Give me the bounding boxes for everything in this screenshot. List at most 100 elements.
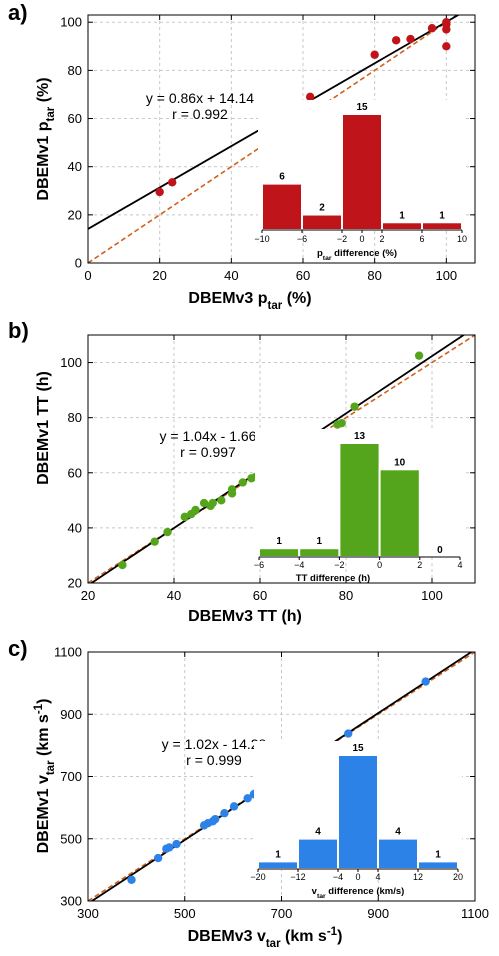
bar-count-label: 6: [279, 172, 285, 183]
bar-count-label: 10: [394, 457, 406, 468]
y-tick-label: 20: [68, 576, 82, 591]
data-point: [211, 814, 220, 824]
histogram-bar: [337, 754, 379, 870]
y-tick-label: 20: [68, 207, 82, 222]
inset-x-label: vtar difference (km/s): [312, 886, 405, 900]
fit-equation: y = 1.02x - 14.28: [162, 736, 267, 752]
bar-count-label: 1: [275, 849, 281, 860]
histogram-bar: [417, 860, 459, 871]
y-tick-label: 100: [60, 355, 82, 370]
x-tick-label: 20: [81, 588, 95, 603]
inset-histogram: 6 2 15 1 1 −10 −6 −2 0 2 6 10 ptar difference (%): [254, 100, 467, 262]
y-axis-label: DBEMv1 vtar (km s-1): [33, 699, 57, 854]
histogram-bar: [421, 221, 463, 231]
inset-x-tick-label: 4: [457, 560, 462, 570]
data-point: [243, 794, 252, 803]
data-point: [199, 498, 209, 508]
y-axis-label: DBEMv1 TT (h): [35, 371, 52, 485]
inset-x-tick-label: 2: [417, 560, 422, 570]
correlation-label: r = 0.992: [172, 106, 228, 122]
bar-count-label: 13: [354, 431, 366, 442]
data-point: [370, 50, 379, 59]
x-tick-label: 300: [77, 906, 99, 921]
bar-count-label: 1: [435, 849, 441, 860]
inset-x-tick-label: 0: [359, 234, 364, 244]
data-point: [191, 505, 200, 515]
x-tick-label: 60: [296, 268, 310, 283]
inset-x-tick-label: −2: [334, 560, 344, 570]
data-point: [163, 527, 172, 537]
inset-histogram: 1 1 13 10 0 −6 −4 −2 0 2 4 TT difference (h): [254, 429, 464, 584]
inset-x-tick-label: −20: [250, 872, 265, 882]
x-tick-label: 100: [421, 588, 443, 603]
inset-x-tick-label: −6: [297, 234, 307, 244]
inset-x-tick-label: −10: [254, 234, 269, 244]
inset-x-tick-label: −4: [294, 560, 304, 570]
histogram-bar: [261, 182, 303, 232]
data-point: [118, 560, 127, 570]
histogram-bar: [298, 547, 341, 559]
data-point: [391, 36, 401, 45]
data-point: [150, 537, 159, 546]
inset-x-tick-label: 4: [375, 872, 380, 882]
panel-label: b): [8, 318, 29, 343]
y-tick-label: 40: [68, 520, 82, 535]
x-tick-label: 700: [271, 906, 293, 921]
bar-count-label: 2: [319, 203, 325, 214]
histogram-bar: [297, 837, 339, 870]
x-tick-label: 100: [435, 268, 457, 283]
y-axis-label: DBEMv1 ptar (%): [35, 77, 57, 200]
y-tick-label: 80: [68, 63, 82, 78]
x-tick-label: 500: [174, 906, 196, 921]
x-tick-label: 60: [253, 588, 267, 603]
panel-3: c) 300 500 700 900 1100 300 500 700 900 1100 y = 1.…: [8, 636, 489, 950]
x-axis-label: DBEMv3 ptar (%): [188, 290, 311, 312]
inset-x-tick-label: −12: [290, 872, 305, 882]
data-point: [217, 496, 226, 505]
y-tick-label: 900: [60, 707, 82, 722]
x-tick-label: 80: [339, 588, 353, 603]
inset-histogram: 1 4 15 4 1 −20 −12 −4 0 4 12 20 vtar difference (km/…: [250, 741, 463, 900]
data-point: [180, 512, 189, 522]
plot-frame: [87, 651, 476, 902]
plot-frame: [87, 334, 476, 584]
inset-x-tick-label: −6: [254, 560, 264, 570]
bar-count-label: 4: [315, 827, 321, 838]
bar-count-label: 1: [317, 536, 323, 547]
panel-label: c): [8, 636, 28, 661]
x-tick-label: 80: [367, 268, 381, 283]
data-point: [427, 24, 437, 33]
bar-count-label: 0: [437, 545, 443, 556]
data-point: [155, 187, 164, 197]
inset-x-tick-label: −4: [333, 872, 343, 882]
histogram-bar: [378, 468, 421, 558]
x-tick-label: 900: [367, 906, 389, 921]
inset-x-tick-label: 20: [453, 872, 463, 882]
data-point: [337, 418, 346, 428]
histogram-bar: [341, 113, 383, 231]
histogram-bar: [301, 213, 343, 232]
correlation-label: r = 0.997: [180, 444, 236, 460]
data-point: [421, 677, 430, 686]
inset-x-label: ptar difference (%): [317, 248, 397, 262]
panel-label: a): [8, 0, 28, 25]
histogram-bar: [257, 860, 299, 871]
x-tick-label: 20: [152, 268, 166, 283]
data-point: [350, 402, 359, 411]
inset-x-tick-label: −2: [337, 234, 347, 244]
histogram-bar: [381, 221, 423, 231]
x-tick-label: 40: [167, 588, 181, 603]
inset-x-tick-label: 10: [457, 234, 467, 244]
data-point: [305, 92, 315, 102]
bar-count-label: 15: [352, 743, 364, 754]
data-point: [414, 351, 424, 360]
x-tick-label: 0: [84, 268, 91, 283]
data-point: [165, 843, 174, 852]
y-tick-label: 1100: [54, 645, 82, 660]
y-tick-label: 80: [68, 410, 82, 425]
bar-count-label: 1: [276, 536, 282, 547]
y-tick-label: 60: [68, 465, 82, 480]
data-point: [220, 809, 229, 818]
